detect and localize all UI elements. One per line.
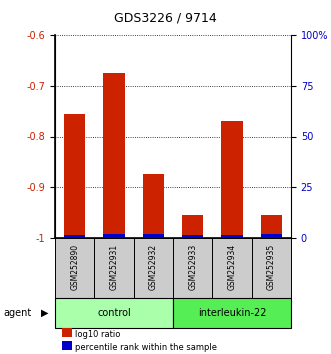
Bar [182,235,204,238]
Bar [260,215,282,238]
Text: GSM252932: GSM252932 [149,244,158,290]
Bar [103,234,125,238]
Text: interleukin-22: interleukin-22 [198,308,266,318]
Bar [134,238,173,298]
Bar [252,238,291,298]
Bar [55,238,94,298]
Bar [260,234,282,238]
Text: log10 ratio: log10 ratio [75,330,120,339]
Text: ▶: ▶ [41,308,48,318]
Bar [173,298,291,328]
Bar [221,121,243,238]
Bar [143,234,164,238]
Bar [143,173,164,238]
Text: GSM252933: GSM252933 [188,244,197,290]
Text: GSM252931: GSM252931 [110,244,118,290]
Text: GSM252934: GSM252934 [227,244,237,290]
Bar [64,235,85,238]
Bar [221,235,243,238]
Text: agent: agent [3,308,31,318]
Bar [173,238,212,298]
Text: percentile rank within the sample: percentile rank within the sample [75,343,217,352]
Text: GSM252890: GSM252890 [70,244,79,290]
Text: control: control [97,308,131,318]
Bar [103,73,125,238]
Bar [94,238,134,298]
Bar [55,298,173,328]
Text: GDS3226 / 9714: GDS3226 / 9714 [114,11,217,24]
Bar [64,114,85,238]
Bar [212,238,252,298]
Text: GSM252935: GSM252935 [267,244,276,290]
Bar [182,215,204,238]
